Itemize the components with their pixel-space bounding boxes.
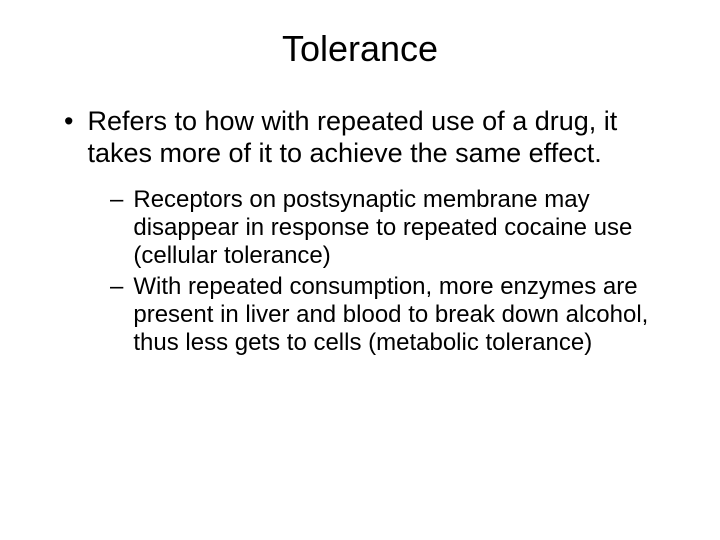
sub-bullet-text: Receptors on postsynaptic membrane may d… [133, 186, 670, 271]
sub-bullet: – Receptors on postsynaptic membrane may… [50, 186, 670, 271]
slide-title: Tolerance [50, 28, 670, 70]
main-bullet: • Refers to how with repeated use of a d… [50, 106, 670, 170]
slide-container: Tolerance • Refers to how with repeated … [0, 0, 720, 540]
bullet-dash-icon: – [110, 273, 123, 358]
sub-bullet: – With repeated consumption, more enzyme… [50, 273, 670, 358]
sub-bullet-text: With repeated consumption, more enzymes … [133, 273, 670, 358]
main-bullet-text: Refers to how with repeated use of a dru… [87, 106, 670, 170]
bullet-dash-icon: – [110, 186, 123, 271]
bullet-dot-icon: • [64, 106, 73, 170]
